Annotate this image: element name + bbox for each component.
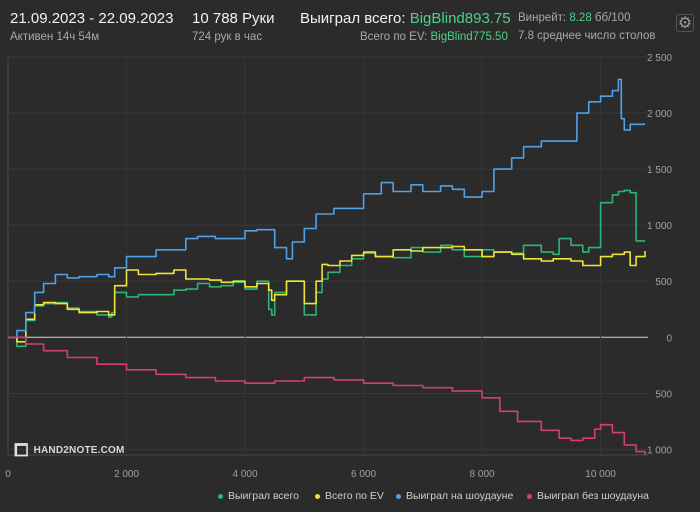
date-range: 21.09.2023 - 22.09.2023: [10, 10, 174, 27]
ev-total: Всего по EV: BigBlind775.50: [360, 31, 508, 43]
x-tick-label: 6 000: [351, 469, 376, 480]
legend-label: Выиграл на шоудауне: [406, 490, 514, 502]
legend-item-non-showdown[interactable]: Выиграл без шоудауна: [527, 490, 649, 502]
winrate-label: Винрейт:: [518, 12, 567, 24]
hands-count: 10 788 Руки: [192, 10, 275, 27]
y-tick-label: 2 500: [647, 53, 672, 64]
y-tick-label: 1 000: [647, 221, 672, 232]
x-tick-label: 2 000: [114, 469, 139, 480]
gear-icon[interactable]: ⚙: [676, 14, 694, 32]
series-showdown-line: [8, 78, 645, 339]
legend-item-won-total[interactable]: Выиграл всего: [218, 490, 299, 502]
y-tick-label: 500: [655, 277, 672, 288]
legend-dot-icon: [218, 493, 223, 499]
logo-mark-icon: ⧠: [14, 440, 29, 460]
winrate-unit: бб/100: [594, 12, 631, 24]
x-tick-label: 8 000: [470, 469, 495, 480]
y-tick-label: 500: [655, 389, 672, 400]
won-total-value: BigBlind893.75: [409, 10, 511, 27]
logo-text: HAND2NOTE.COM: [33, 445, 125, 457]
won-total-label: Выиграл всего:: [300, 10, 406, 27]
legend-dot-icon: [315, 493, 320, 499]
x-tick-label: 4 000: [233, 469, 258, 480]
hand2note-logo: ⧠ HAND2NOTE.COM: [14, 440, 125, 461]
series-won-total-line: [8, 189, 645, 348]
y-tick-label: 0: [666, 333, 672, 344]
y-tick-label: 1 500: [647, 165, 672, 176]
ev-label: Всего по EV:: [360, 31, 428, 43]
winrate: Винрейт: 8.28 бб/100: [518, 12, 630, 24]
y-tick-label: 1 000: [647, 445, 672, 456]
legend-label: Выиграл без шоудауна: [537, 490, 649, 502]
ev-value: BigBlind775.50: [430, 31, 508, 43]
legend-dot-icon: [396, 493, 401, 499]
series-non-showdown-line: [8, 336, 646, 455]
legend-item-ev[interactable]: Всего по EV: [315, 490, 384, 502]
legend-dot-icon: [527, 493, 532, 499]
y-tick-label: 2 000: [647, 109, 672, 120]
winrate-value: 8.28: [569, 12, 592, 24]
x-tick-label: 0: [5, 469, 11, 480]
legend-label: Выиграл всего: [228, 490, 299, 502]
x-tick-label: 10 000: [585, 469, 616, 480]
avg-tables: 7.8 среднее число столов: [518, 30, 656, 42]
hands-per-hour: 724 рук в час: [192, 31, 263, 43]
active-time: Активен 14ч 54м: [10, 31, 100, 43]
legend-item-showdown[interactable]: Выиграл на шоудауне: [396, 490, 513, 502]
won-total: Выиграл всего: BigBlind893.75: [300, 10, 511, 27]
series-ev-line: [8, 245, 646, 343]
legend-label: Всего по EV: [325, 490, 384, 502]
